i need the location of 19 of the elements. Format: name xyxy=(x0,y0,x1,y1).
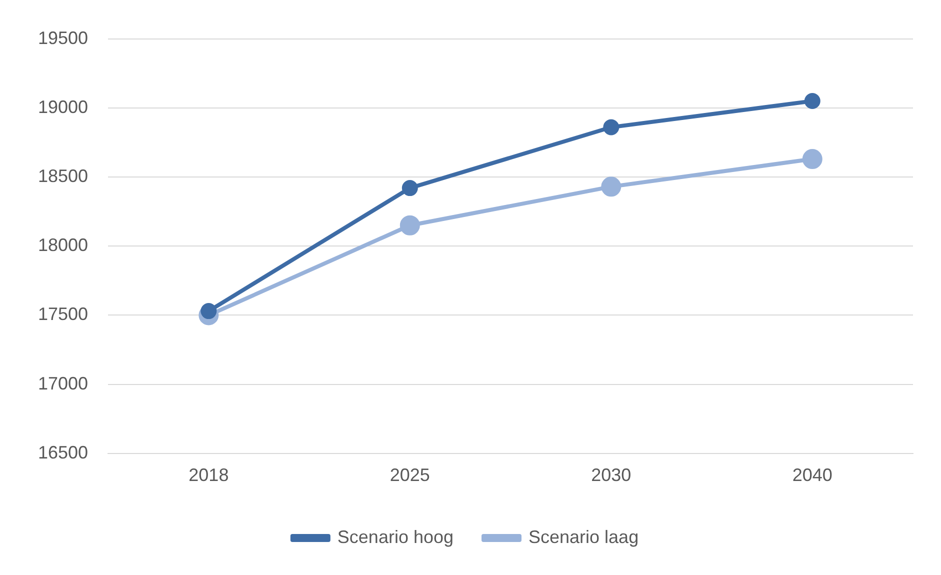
y-tick-label: 19500 xyxy=(38,28,88,48)
point xyxy=(601,176,622,197)
y-tick-label: 16500 xyxy=(38,442,88,462)
x-tick-label: 2040 xyxy=(792,465,832,486)
y-tick-label: 18500 xyxy=(38,166,88,186)
y-tick-label: 18000 xyxy=(38,235,88,256)
point xyxy=(802,149,822,170)
y-tick-label: 17000 xyxy=(38,373,88,394)
point xyxy=(402,180,418,196)
x-tick-label: 2030 xyxy=(591,465,632,486)
x-tick-label: 2025 xyxy=(390,465,430,486)
legend-label: Scenario laag xyxy=(528,526,639,547)
y-tick-label: 19000 xyxy=(38,96,88,117)
point xyxy=(804,92,820,109)
legend-label: Scenario hoog xyxy=(337,526,454,547)
point xyxy=(400,215,420,236)
x-tick-label: 2018 xyxy=(188,465,229,486)
y-tick-label: 17500 xyxy=(38,304,88,324)
point xyxy=(603,119,620,136)
